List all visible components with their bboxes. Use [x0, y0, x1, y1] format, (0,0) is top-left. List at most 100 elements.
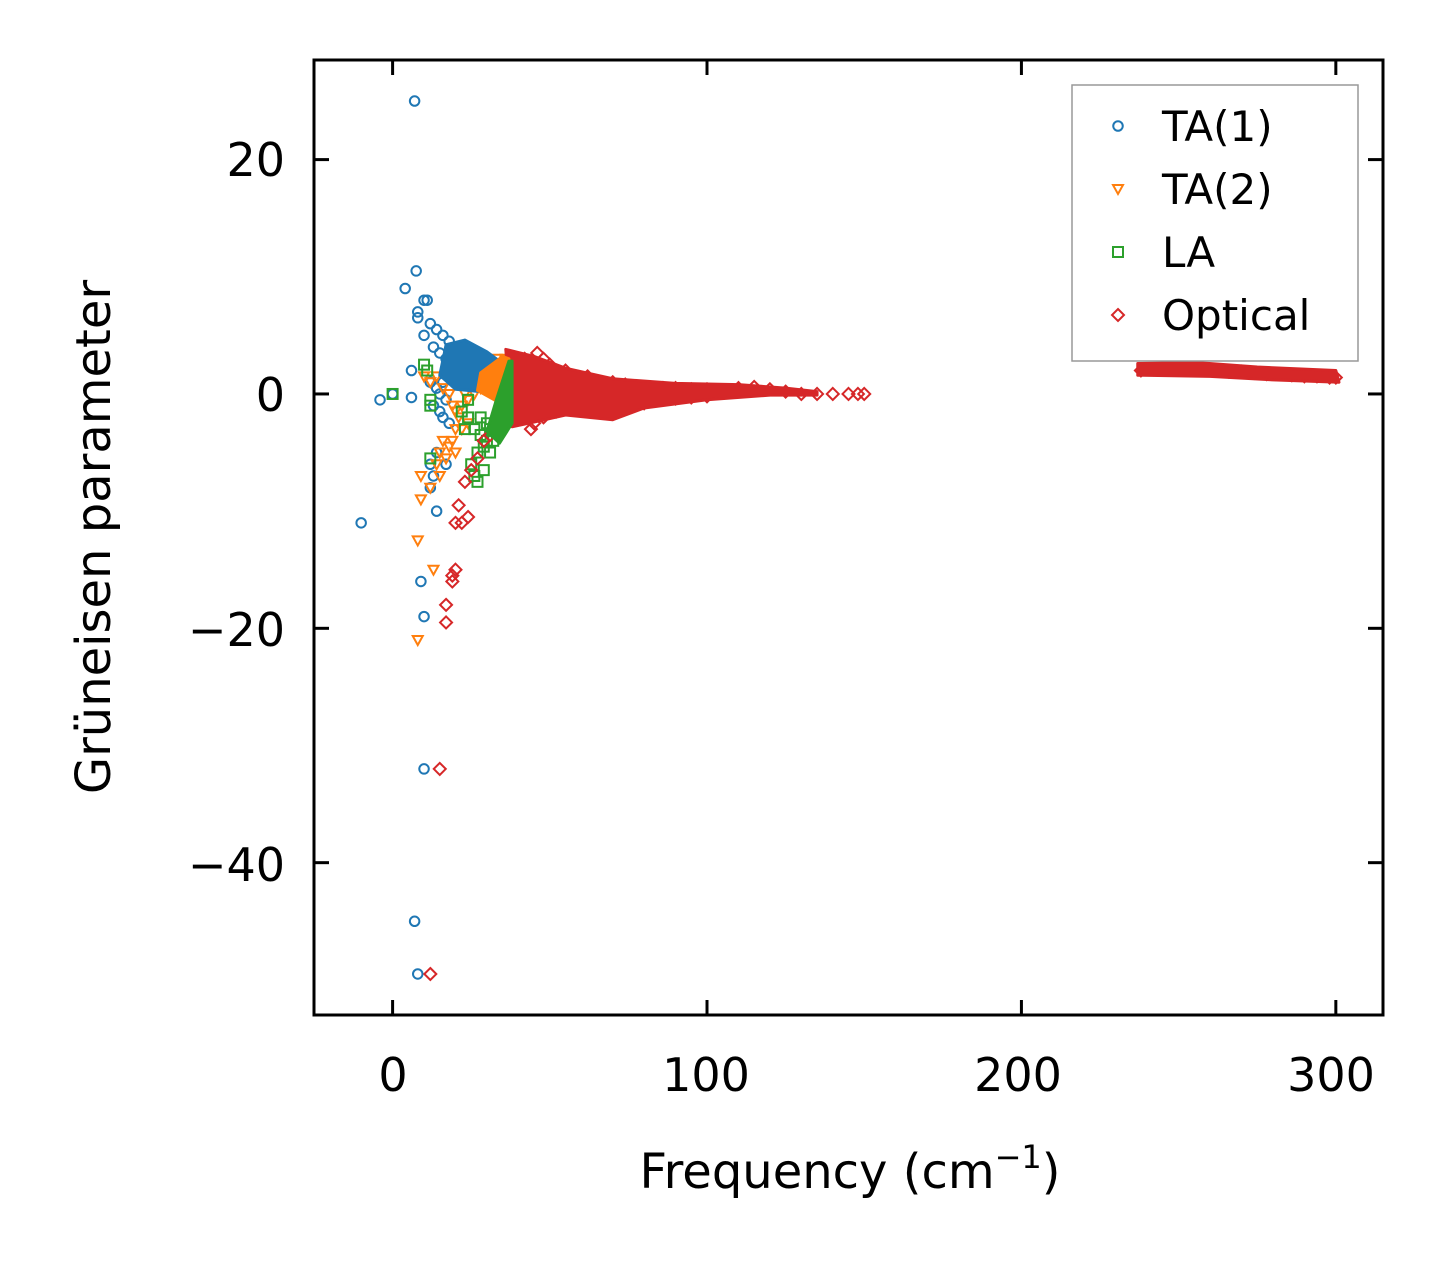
point-la-0 [386, 387, 399, 400]
point-ta2-5 [445, 400, 460, 413]
point-la-24 [471, 475, 484, 488]
y-tick-label-minus20: −20 [188, 603, 285, 657]
point-ta1-33 [405, 364, 418, 377]
y-tick-label-minus40: −40 [188, 838, 285, 892]
point-optical-44 [825, 386, 841, 402]
point-ta1-46 [355, 517, 367, 529]
point-ta1-7 [424, 317, 437, 330]
legend-marker-optical [1110, 307, 1126, 323]
plot-frame [312, 58, 1385, 1017]
x-axis-title-main: Frequency (cm [639, 1144, 994, 1200]
point-ta2-26 [436, 435, 450, 448]
optical-dense-band-low [504, 347, 819, 429]
legend-markers [1110, 120, 1126, 323]
point-optical-13 [470, 450, 485, 466]
point-la-32 [458, 423, 471, 436]
optical-dense-band-high [1136, 360, 1341, 384]
point-ta2-32 [414, 470, 428, 484]
point-ta1-49 [405, 391, 418, 404]
point-optical-7 [448, 515, 463, 531]
point-la-31 [462, 393, 475, 406]
point-ta1-9 [437, 329, 449, 342]
point-ta1-45 [430, 505, 443, 517]
point-ta2-31 [423, 482, 438, 495]
legend-label-optical: Optical [1162, 291, 1310, 340]
legend-label-la: LA [1162, 228, 1215, 277]
x-axis-title-sup: −1 [995, 1138, 1042, 1176]
point-optical-6 [448, 562, 463, 578]
point-ta1-12 [427, 341, 440, 353]
point-ta1-38 [443, 417, 455, 430]
point-ta1-11 [418, 329, 430, 342]
y-tick-label-0: 0 [256, 368, 285, 422]
legend: TA(1) TA(2) LA Optical [1071, 84, 1359, 362]
point-la-25 [477, 464, 490, 477]
legend-marker-la [1112, 246, 1124, 258]
point-ta2-24 [445, 435, 460, 448]
legend-marker-ta2 [1111, 184, 1125, 197]
point-ta1-2 [399, 282, 411, 295]
point-ta2-38 [455, 424, 469, 437]
x-tick-label-100: 100 [662, 1048, 750, 1102]
point-ta2-3 [436, 383, 450, 396]
legend-marker-ta1 [1112, 120, 1124, 132]
point-ta2-1 [423, 377, 438, 390]
point-optical-10 [451, 497, 467, 513]
point-ta1-3 [412, 306, 424, 318]
point-optical-47 [856, 386, 872, 402]
point-ta1-47 [374, 394, 386, 406]
y-axis-title: Grüneisen parameter [66, 280, 122, 795]
dense-bands [438, 338, 1341, 445]
point-optical-0 [422, 966, 438, 982]
point-ta2-37 [448, 447, 463, 460]
point-optical-9 [460, 509, 476, 525]
point-ta2-34 [411, 535, 425, 548]
point-optical-1 [432, 761, 448, 777]
legend-label-ta2: TA(2) [1161, 165, 1273, 214]
point-la-5 [424, 452, 437, 465]
point-ta2-2 [429, 371, 444, 384]
point-la-21 [471, 446, 484, 459]
point-ta1-53 [408, 915, 421, 928]
point-ta2-36 [411, 635, 425, 648]
point-ta1-52 [418, 763, 430, 775]
point-ta2-28 [439, 453, 453, 466]
point-ta1-1 [410, 265, 422, 277]
point-ta2-33 [414, 494, 428, 507]
point-ta2-6 [448, 406, 463, 419]
point-optical-2 [438, 597, 454, 613]
point-ta1-0 [408, 95, 421, 107]
y-tick-label-20: 20 [226, 133, 285, 187]
point-optical-12 [463, 462, 479, 478]
axis-ticks [314, 60, 1383, 1015]
point-optical-3 [438, 615, 454, 630]
x-tick-label-0: 0 [378, 1048, 407, 1102]
point-ta2-0 [417, 371, 431, 384]
point-la-4 [424, 399, 437, 412]
x-axis-title-suffix: ) [1042, 1144, 1061, 1200]
point-ta2-25 [442, 441, 456, 454]
point-ta2-29 [429, 459, 444, 472]
point-optical-46 [850, 386, 866, 402]
point-la-2 [421, 364, 434, 377]
point-ta1-5 [421, 294, 433, 306]
point-la-26 [484, 446, 497, 459]
point-ta1-51 [418, 610, 430, 623]
x-tick-label-200: 200 [974, 1048, 1062, 1102]
point-ta2-30 [433, 470, 447, 484]
x-tick-label-300: 300 [1287, 1048, 1375, 1102]
point-ta2-23 [448, 424, 463, 437]
point-optical-11 [457, 474, 473, 490]
point-ta2-7 [451, 412, 466, 425]
la-dense-band [485, 359, 514, 445]
point-ta1-54 [412, 968, 424, 980]
point-ta2-27 [433, 447, 447, 460]
point-ta1-50 [415, 575, 427, 588]
point-optical-5 [444, 574, 460, 589]
point-optical-45 [841, 386, 856, 402]
point-ta2-4 [442, 388, 456, 402]
x-axis-title: Frequency (cm−1) [639, 1138, 1060, 1200]
point-ta1-8 [430, 323, 443, 336]
point-la-7 [462, 411, 475, 424]
